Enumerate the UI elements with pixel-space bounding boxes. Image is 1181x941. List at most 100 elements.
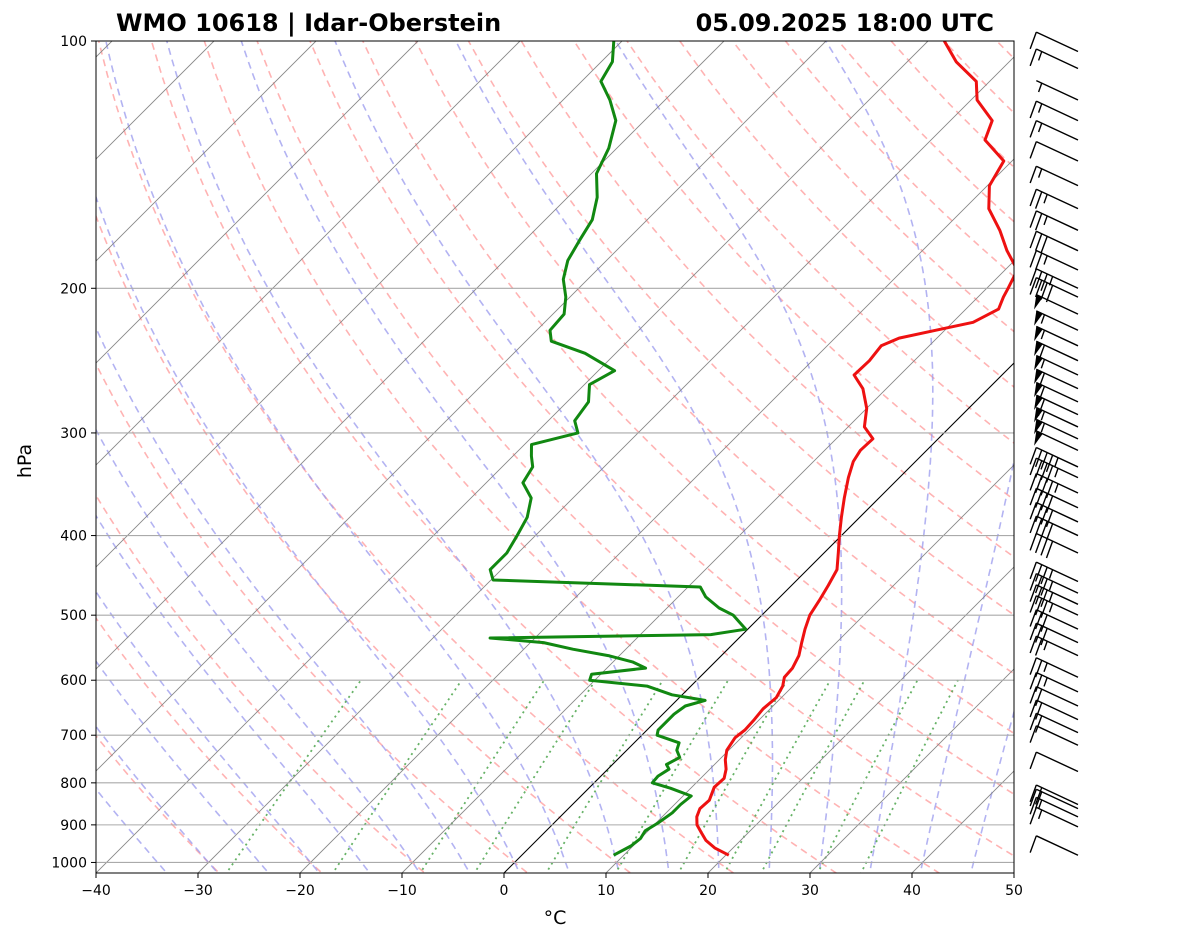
y-tick-label: 900 <box>60 818 87 834</box>
wind-barb-staff <box>1036 788 1079 810</box>
mixing-ratio-line <box>473 679 597 873</box>
wind-barb-staff <box>1036 430 1079 451</box>
wind-barb-feather <box>1040 462 1048 481</box>
wind-barb-feather <box>1040 282 1048 300</box>
wind-barb-feather <box>1034 638 1043 656</box>
wind-barb-feather <box>1029 188 1037 207</box>
isotherm-line <box>707 566 1014 873</box>
mixing-ratio-line <box>723 679 831 873</box>
wind-barb-feather <box>1034 660 1043 678</box>
wind-barb-staff <box>1036 31 1079 53</box>
moist-adiabat-line <box>615 41 843 873</box>
mixing-ratio-line <box>614 679 729 873</box>
wind-barb <box>1029 561 1079 585</box>
wind-barb-feather <box>1045 454 1054 473</box>
wind-barb-feather <box>1029 584 1037 602</box>
dry-adiabat-line <box>679 41 1014 389</box>
wind-barb-half-feather <box>1048 603 1054 613</box>
y-tick-label: 1000 <box>51 855 87 871</box>
wind-barb-feather <box>1029 457 1037 476</box>
wind-barb-feather <box>1029 488 1037 506</box>
x-tick-label: −30 <box>183 883 213 899</box>
wind-barb-feather <box>1029 277 1037 295</box>
dry-adiabat-line <box>1155 41 1181 880</box>
wind-barb-feather <box>1034 252 1043 271</box>
wind-barb <box>1029 472 1079 499</box>
wind-barb-half-feather <box>1048 276 1054 286</box>
wind-barb-feather <box>1029 657 1037 675</box>
wind-barb-staff <box>1036 310 1079 331</box>
wind-barb-feather <box>1040 600 1048 618</box>
wind-barb-half-feather <box>1040 329 1046 340</box>
isotherm-line <box>809 668 1014 873</box>
dry-adiabat-line <box>203 41 941 873</box>
dry-adiabat-line <box>784 41 1014 278</box>
wind-barb <box>1029 796 1079 818</box>
wind-barb-feather <box>1040 589 1048 607</box>
isotherm-line <box>911 770 1014 873</box>
wind-barb <box>1029 140 1079 162</box>
dry-adiabat-line <box>96 493 427 873</box>
wind-barb-feather <box>1045 465 1054 483</box>
wind-barb-feather <box>1034 787 1043 805</box>
wind-barb-feather <box>1034 490 1043 508</box>
wind-barb-feather <box>1034 688 1043 707</box>
wind-barb-staff <box>1036 140 1079 162</box>
wind-barb <box>1029 165 1079 187</box>
wind-barb <box>1029 210 1079 231</box>
wind-barb-feather <box>1034 564 1043 582</box>
wind-barb-half-feather <box>1037 799 1043 810</box>
moist-adiabat-line <box>96 725 219 873</box>
isotherm-line <box>401 260 1014 873</box>
wind-barb <box>1036 79 1079 101</box>
chart-title-left: WMO 10618 | Idar-Oberstein <box>116 9 501 37</box>
wind-barb-feather <box>1034 702 1043 720</box>
wind-barb-feather <box>1029 120 1037 138</box>
wind-barb-staff <box>1036 406 1079 428</box>
wind-barb-feather <box>1029 835 1037 853</box>
isotherm-line <box>96 41 317 262</box>
wind-barb-feather <box>1029 250 1037 268</box>
wind-barb-feather <box>1037 398 1046 417</box>
x-tick-label: 10 <box>597 883 615 899</box>
wind-barb-feather <box>1040 273 1048 291</box>
moist-adiabat-line <box>240 41 670 873</box>
wind-barb-staff <box>1036 165 1079 187</box>
wind-barb <box>1029 685 1079 707</box>
wind-barb-feather <box>1029 725 1037 743</box>
wind-barb-feather <box>1029 672 1037 690</box>
wind-barb-staff <box>1036 210 1079 231</box>
wind-barb-feather <box>1040 628 1048 646</box>
wind-barb <box>1029 501 1079 528</box>
wind-barb-feather <box>1029 502 1037 520</box>
x-axis-label: °C <box>544 907 567 929</box>
isotherm-line <box>96 41 725 670</box>
wind-barb-feather <box>1034 791 1043 809</box>
wind-barb-feather <box>1034 674 1043 693</box>
wind-barb-half-feather <box>1043 255 1048 265</box>
wind-barb-feather <box>1045 495 1054 513</box>
y-tick-label: 200 <box>60 281 87 297</box>
wind-barb-feather <box>1034 575 1043 594</box>
moist-adiabat-line <box>455 41 774 873</box>
wind-barb-staff <box>1036 806 1079 828</box>
wind-barb-half-feather <box>1048 592 1054 602</box>
wind-barb <box>1034 354 1079 376</box>
isotherm-line <box>197 56 1014 873</box>
moist-adiabat-line <box>334 41 720 873</box>
wind-barb-pennant <box>1034 341 1043 357</box>
wind-barb-feather <box>1034 213 1043 231</box>
wind-barb-half-feather <box>1054 483 1059 493</box>
wind-barb-feather <box>1040 493 1048 511</box>
wind-barb-feather <box>1029 686 1037 704</box>
wind-barb-feather <box>1045 480 1054 499</box>
wind-barb-staff <box>1036 712 1079 734</box>
wind-barb-feather <box>1037 386 1046 404</box>
wind-barb-half-feather <box>1043 677 1048 687</box>
wind-barb-staff <box>1036 472 1079 494</box>
wind-barb <box>1034 430 1079 451</box>
wind-barb-feather <box>1029 609 1037 627</box>
y-axis-label: hPa <box>14 444 36 478</box>
